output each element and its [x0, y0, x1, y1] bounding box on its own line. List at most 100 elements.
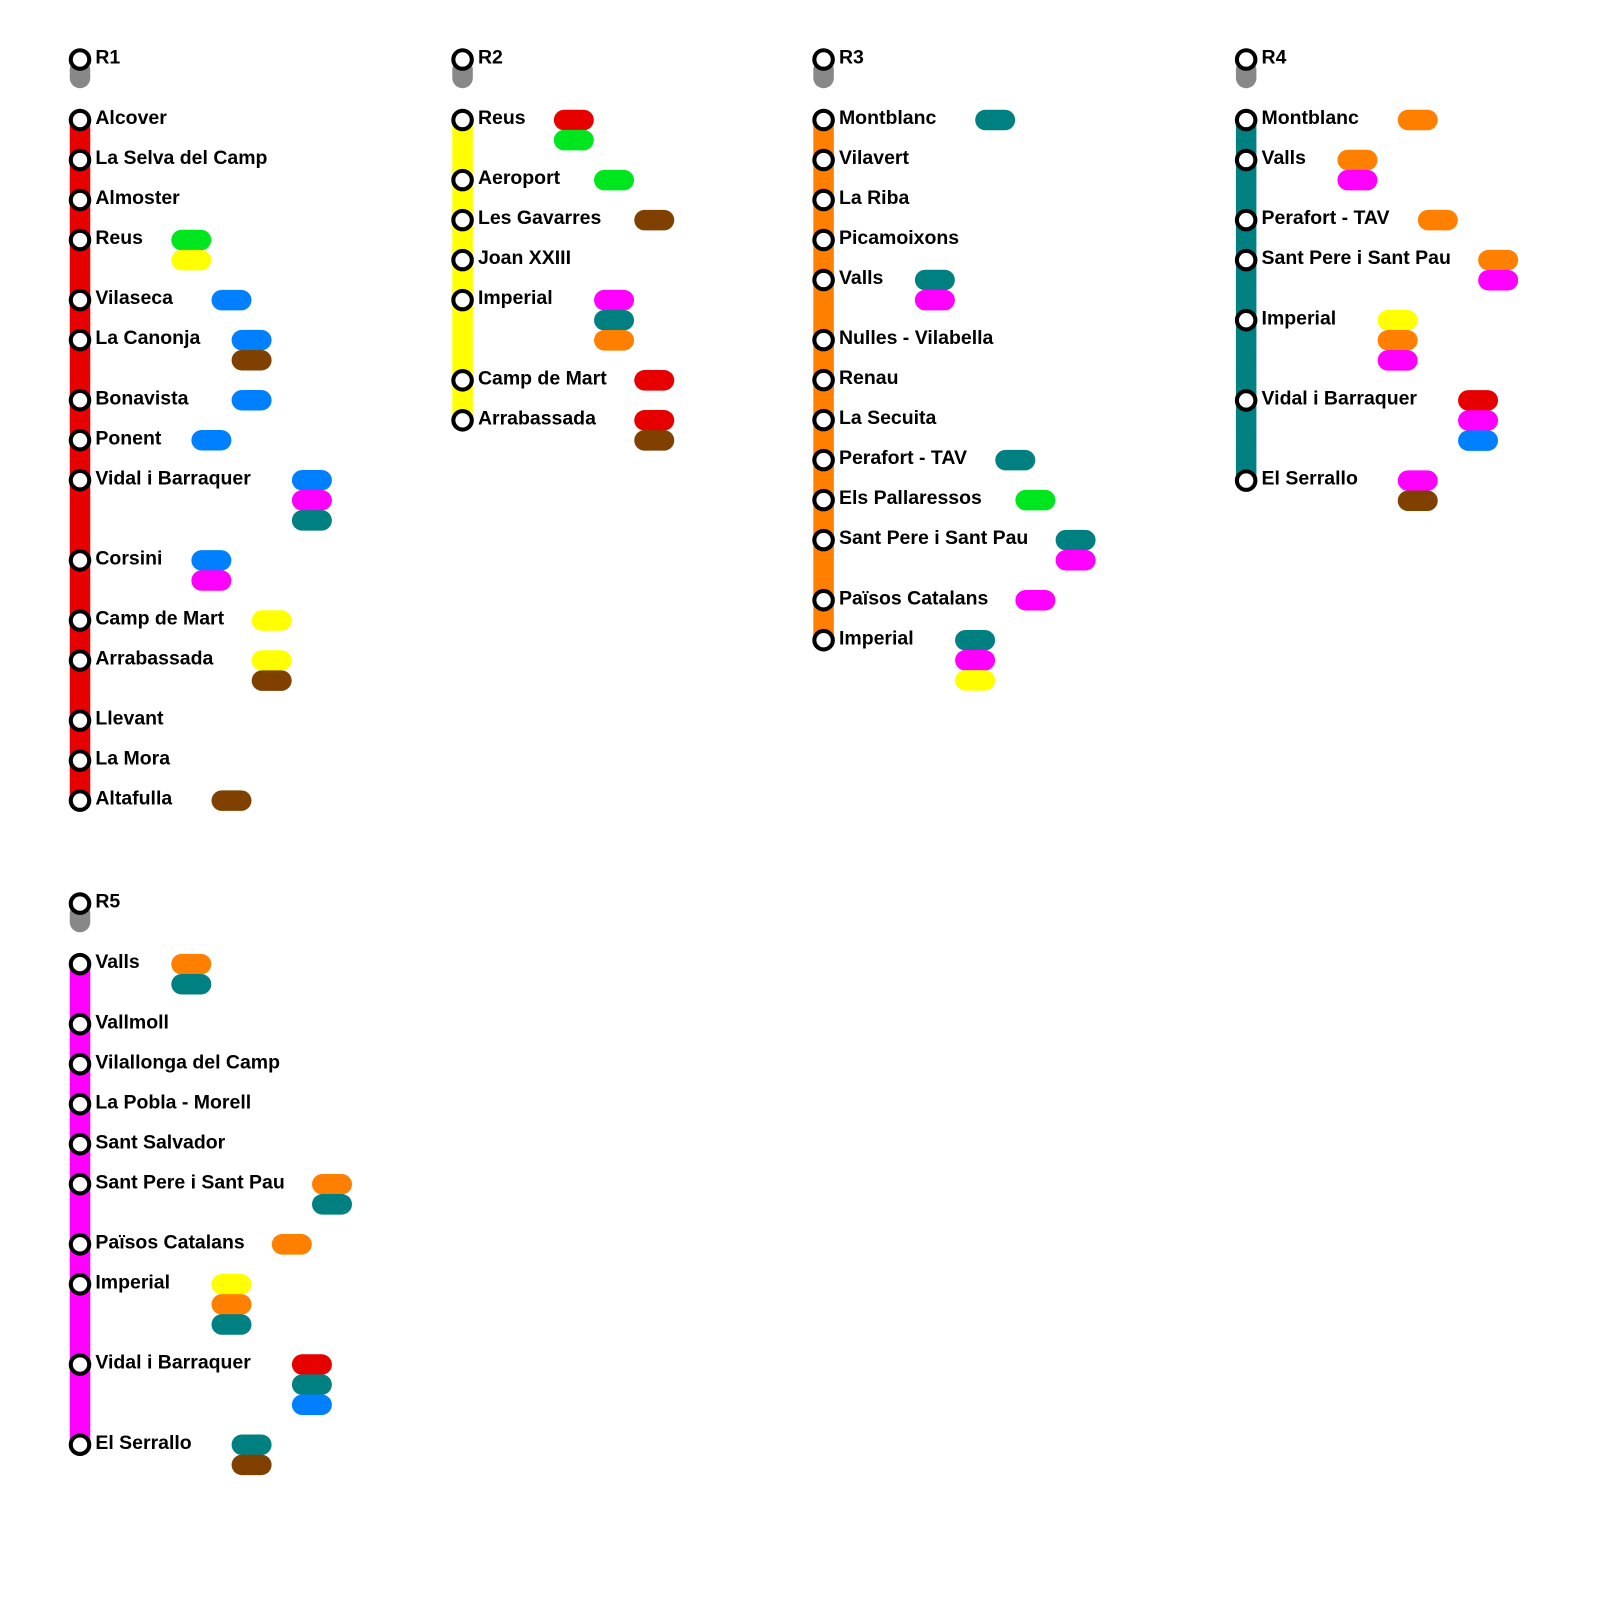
station-marker: [68, 1433, 92, 1456]
transfer-badge: [271, 1234, 312, 1255]
transfer-badge: [171, 229, 212, 251]
transfer-badge: [553, 109, 594, 131]
transfer-badge: [594, 169, 635, 191]
transfer-badge: [1478, 249, 1519, 271]
station-label: El Serrallo: [95, 1432, 191, 1454]
transfer-badge: [634, 430, 675, 451]
station-marker: [68, 1233, 92, 1256]
line-group: R1 Alcover La Selva del Camp Almoster Reus Vi…: [68, 47, 332, 812]
station-marker: [68, 789, 92, 812]
station-marker: [812, 368, 835, 392]
station-label: Camp de Mart: [95, 608, 224, 630]
transfer-badge: [1478, 269, 1519, 291]
line-name: R4: [1262, 47, 1287, 69]
station-marker: [1234, 148, 1258, 172]
station-marker: [68, 649, 92, 672]
line-name: R5: [95, 891, 120, 913]
station-marker: [68, 1052, 92, 1076]
transfer-badge: [1015, 589, 1056, 611]
transfer-badge: [312, 1173, 352, 1195]
station-marker: [68, 328, 92, 352]
transfer-badge: [1055, 549, 1096, 571]
station-marker: [68, 148, 92, 172]
transfer-badge: [211, 289, 252, 311]
station-label: Joan XXIII: [478, 247, 571, 269]
line-group: R3 Montblanc Vilavert La Riba Picamoixons Val…: [812, 47, 1096, 691]
transfer-badge: [1458, 390, 1499, 411]
station-marker: [68, 952, 92, 976]
station-marker: [1234, 248, 1258, 272]
station-label: Vidal i Barraquer: [1262, 388, 1418, 410]
station-label: Vidal i Barraquer: [95, 467, 251, 489]
station-marker: [1234, 208, 1258, 232]
station-label: Bonavista: [95, 387, 188, 409]
transfer-badge: [1397, 470, 1438, 491]
station-label: Aeroport: [478, 167, 561, 189]
transfer-badge: [914, 269, 955, 291]
transfer-badge: [211, 1314, 252, 1335]
transfer-badge: [291, 490, 332, 511]
transfer-badge: [211, 1294, 252, 1315]
station-label: Nulles - Vilabella: [839, 327, 994, 349]
station-marker: [68, 1172, 92, 1196]
station-label: Valls: [95, 951, 140, 973]
transfer-badge: [171, 249, 212, 271]
transfer-badge: [914, 289, 955, 311]
station-marker: [812, 588, 835, 612]
transfer-badge: [231, 329, 272, 351]
line-bar: [69, 120, 91, 801]
line-head: [451, 48, 474, 71]
transfer-badge: [1458, 430, 1499, 451]
station-marker: [812, 268, 835, 292]
station-marker: [812, 228, 835, 252]
station-marker: [812, 448, 835, 472]
station-marker: [451, 168, 474, 192]
transfer-badge: [251, 670, 292, 691]
transfer-badge: [291, 1354, 332, 1375]
transfer-badge: [211, 790, 252, 811]
transfer-badge: [995, 449, 1036, 471]
station-label: Països Catalans: [95, 1231, 245, 1253]
station-label: Els Pallaressos: [839, 487, 982, 509]
transfer-badge: [231, 349, 272, 371]
transfer-badge: [211, 1274, 252, 1295]
station-label: La Canonja: [95, 327, 200, 349]
station-marker: [68, 1092, 92, 1116]
station-label: Camp de Mart: [478, 367, 607, 389]
station-marker: [812, 488, 835, 512]
transfer-badge: [634, 209, 675, 231]
station-marker: [812, 628, 835, 652]
station-marker: [812, 108, 835, 132]
transfer-badge: [291, 510, 332, 531]
transfer-badge: [291, 469, 332, 491]
line-name: R2: [478, 47, 503, 69]
transfer-badge: [634, 370, 675, 391]
station-marker: [68, 1132, 92, 1156]
transfer-badge: [955, 670, 996, 691]
station-marker: [451, 108, 474, 132]
station-label: Vallmoll: [95, 1011, 169, 1033]
station-label: Valls: [839, 267, 884, 289]
transfer-badge: [291, 1394, 332, 1415]
station-marker: [68, 428, 92, 452]
station-marker: [68, 549, 92, 572]
transfer-badge: [955, 629, 996, 651]
station-label: Vilavert: [839, 147, 910, 169]
station-marker: [812, 328, 835, 352]
station-marker: [68, 468, 92, 492]
station-marker: [68, 749, 92, 772]
station-marker: [812, 408, 835, 432]
station-label: Vidal i Barraquer: [95, 1352, 251, 1374]
transfer-badge: [191, 550, 232, 571]
transfer-badge: [594, 309, 635, 331]
station-marker: [68, 609, 92, 632]
station-label: Imperial: [1262, 307, 1337, 329]
station-label: Arrabassada: [95, 648, 213, 670]
station-marker: [68, 1012, 92, 1036]
station-marker: [68, 108, 92, 132]
station-label: Reus: [95, 227, 143, 249]
station-label: La Riba: [839, 187, 909, 209]
transfer-badge: [1397, 109, 1438, 131]
station-marker: [451, 208, 474, 232]
station-marker: [1234, 308, 1258, 332]
